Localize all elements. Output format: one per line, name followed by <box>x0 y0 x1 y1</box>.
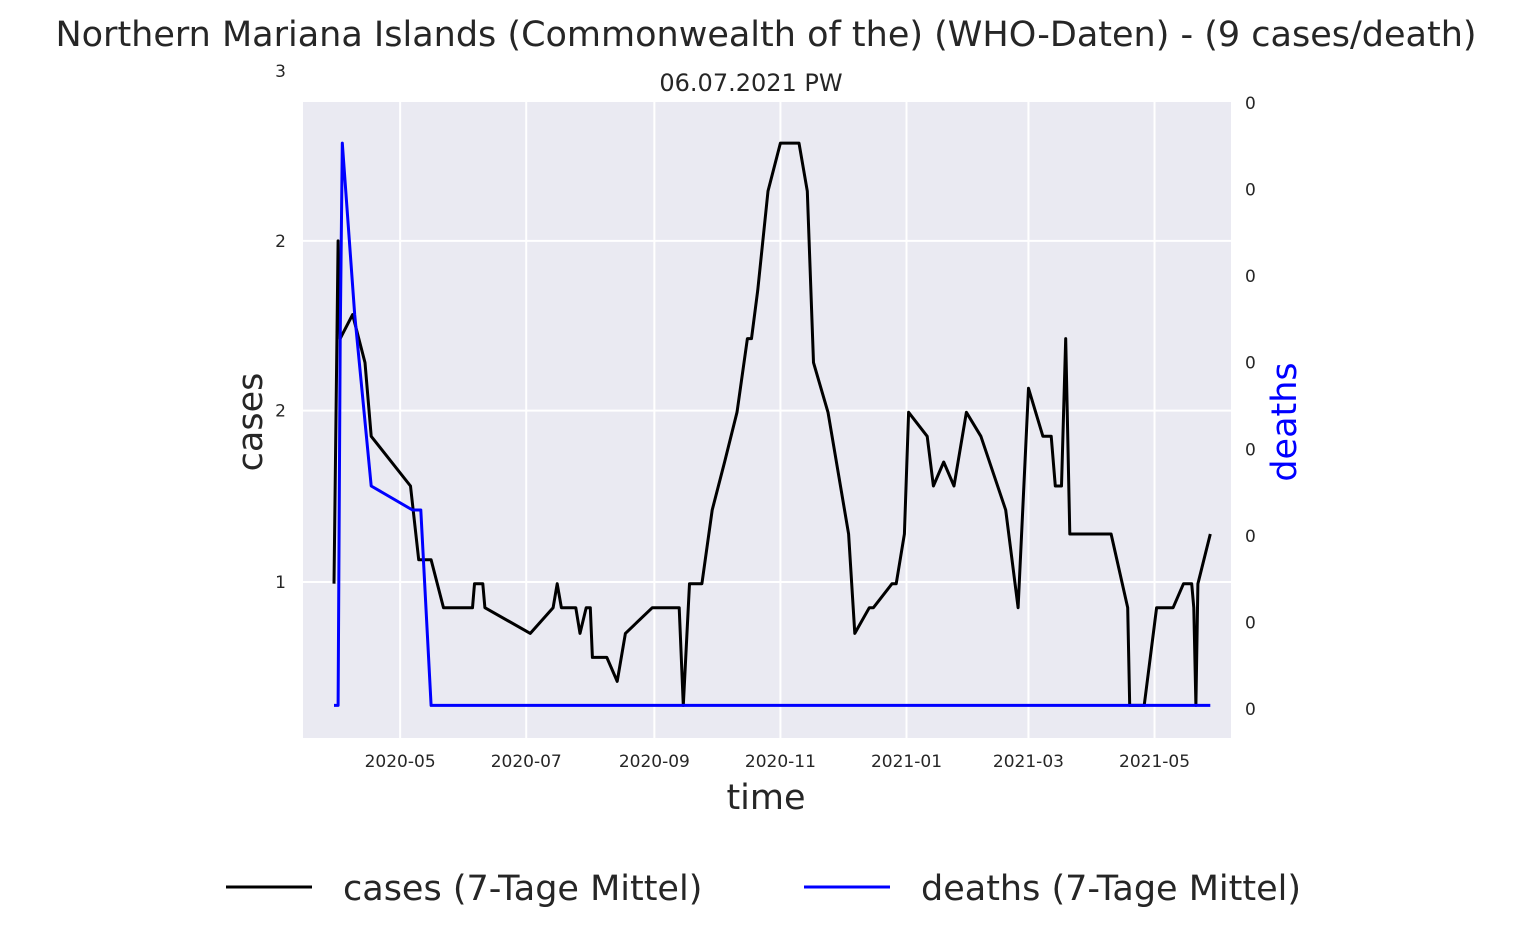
series-layer <box>332 141 1212 707</box>
y-tick-label: 2 <box>275 232 286 252</box>
series-line-deaths <box>334 141 1211 707</box>
grid <box>303 70 1231 738</box>
x-tick-label: 2021-01 <box>871 752 942 772</box>
series-line-cases <box>332 141 1212 707</box>
y-axis-label: cases <box>231 373 271 472</box>
chart-title: Northern Mariana Islands (Commonwealth o… <box>55 15 1476 55</box>
x-axis-label: time <box>726 778 805 818</box>
legend-label-deaths: deaths (7-Tage Mittel) <box>921 869 1301 909</box>
y-right-tick-label: 0 <box>1245 267 1256 287</box>
y-right-tick-label: 0 <box>1245 613 1256 633</box>
y-right-tick-label: 0 <box>1245 527 1256 547</box>
legend: cases (7-Tage Mittel) deaths (7-Tage Mit… <box>226 869 1301 909</box>
x-tick-label: 2021-03 <box>993 752 1064 772</box>
legend-label-cases: cases (7-Tage Mittel) <box>343 869 702 909</box>
x-tick-label: 2021-05 <box>1119 752 1190 772</box>
y-right-tick-label: 0 <box>1245 181 1256 201</box>
y-right-tick-label: 0 <box>1245 354 1256 374</box>
x-tick-label: 2020-09 <box>619 752 690 772</box>
y-tick-label: 3 <box>275 62 286 82</box>
tick-labels: 2020-05 2020-07 2020-09 2020-11 2021-01 2021-… <box>275 62 1256 772</box>
y-tick-label: 1 <box>275 573 286 593</box>
x-tick-label: 2020-07 <box>491 752 562 772</box>
y-axis-label-right: deaths <box>1265 362 1305 481</box>
y-tick-label: 2 <box>275 402 286 422</box>
y-right-tick-label: 0 <box>1245 440 1256 460</box>
x-tick-label: 2020-11 <box>745 752 816 772</box>
y-right-tick-label: 0 <box>1245 700 1256 720</box>
chart-subtitle: 06.07.2021 PW <box>659 69 842 97</box>
y-right-tick-label: 0 <box>1245 94 1256 114</box>
x-tick-label: 2020-05 <box>365 752 436 772</box>
